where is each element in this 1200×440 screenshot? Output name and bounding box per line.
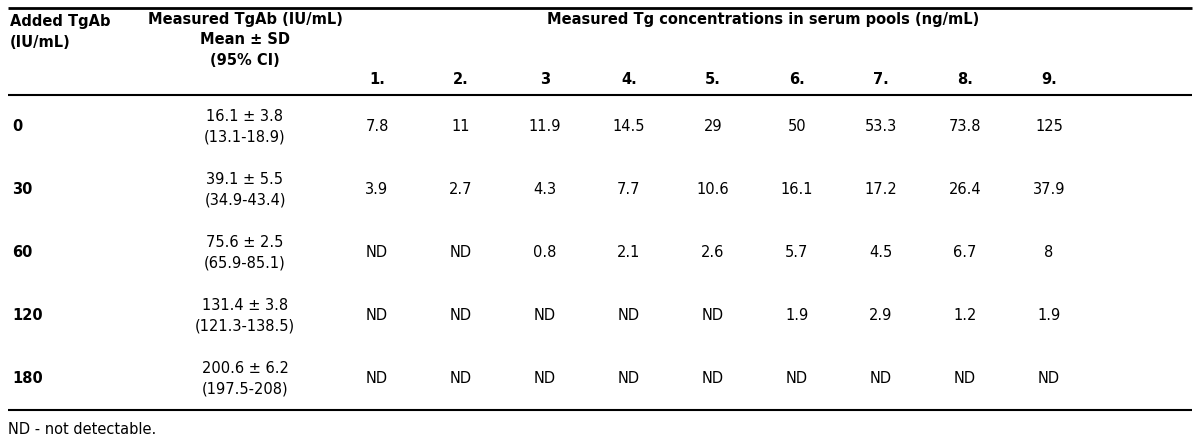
Text: ND: ND: [534, 371, 556, 386]
Text: 75.6 ± 2.5
(65.9-85.1): 75.6 ± 2.5 (65.9-85.1): [204, 235, 286, 270]
Text: 50: 50: [787, 119, 806, 134]
Text: ND: ND: [450, 245, 472, 260]
Text: 131.4 ± 3.8
(121.3-138.5): 131.4 ± 3.8 (121.3-138.5): [194, 298, 295, 333]
Text: 125: 125: [1036, 119, 1063, 134]
Text: ND: ND: [450, 308, 472, 323]
Text: ND - not detectable.: ND - not detectable.: [8, 422, 156, 437]
Text: ND: ND: [534, 308, 556, 323]
Text: 7.8: 7.8: [365, 119, 389, 134]
Text: 5.7: 5.7: [785, 245, 809, 260]
Text: 29: 29: [703, 119, 722, 134]
Text: ND: ND: [366, 371, 388, 386]
Text: ND: ND: [450, 371, 472, 386]
Text: 16.1 ± 3.8
(13.1-18.9): 16.1 ± 3.8 (13.1-18.9): [204, 109, 286, 144]
Text: 0.8: 0.8: [533, 245, 557, 260]
Text: 3.9: 3.9: [366, 182, 389, 197]
Text: 37.9: 37.9: [1033, 182, 1066, 197]
Text: ND: ND: [618, 308, 640, 323]
Text: 4.5: 4.5: [869, 245, 893, 260]
Text: 17.2: 17.2: [865, 182, 898, 197]
Text: 1.: 1.: [370, 71, 385, 87]
Text: 53.3: 53.3: [865, 119, 898, 134]
Text: 200.6 ± 6.2
(197.5-208): 200.6 ± 6.2 (197.5-208): [202, 361, 288, 396]
Text: 4.3: 4.3: [534, 182, 557, 197]
Text: 1.9: 1.9: [1037, 308, 1061, 323]
Text: 26.4: 26.4: [949, 182, 982, 197]
Text: 10.6: 10.6: [697, 182, 730, 197]
Text: Added TgAb
(IU/mL): Added TgAb (IU/mL): [10, 14, 110, 50]
Text: 2.7: 2.7: [449, 182, 473, 197]
Text: 11.9: 11.9: [529, 119, 562, 134]
Text: 60: 60: [12, 245, 32, 260]
Text: ND: ND: [702, 308, 724, 323]
Text: 1.2: 1.2: [953, 308, 977, 323]
Text: 2.: 2.: [454, 71, 469, 87]
Text: ND: ND: [702, 371, 724, 386]
Text: 8.: 8.: [958, 71, 973, 87]
Text: 3: 3: [540, 71, 550, 87]
Text: ND: ND: [786, 371, 808, 386]
Text: 73.8: 73.8: [949, 119, 982, 134]
Text: ND: ND: [870, 371, 892, 386]
Text: 5.: 5.: [706, 71, 721, 87]
Text: 8: 8: [1044, 245, 1054, 260]
Text: ND: ND: [366, 308, 388, 323]
Text: 4.: 4.: [622, 71, 637, 87]
Text: 180: 180: [12, 371, 43, 386]
Text: 11: 11: [451, 119, 470, 134]
Text: ND: ND: [1038, 371, 1060, 386]
Text: Measured TgAb (IU/mL)
Mean ± SD
(95% CI): Measured TgAb (IU/mL) Mean ± SD (95% CI): [148, 12, 342, 68]
Text: 1.9: 1.9: [785, 308, 809, 323]
Text: 6.: 6.: [790, 71, 805, 87]
Text: ND: ND: [366, 245, 388, 260]
Text: 39.1 ± 5.5
(34.9-43.4): 39.1 ± 5.5 (34.9-43.4): [204, 172, 286, 207]
Text: Measured Tg concentrations in serum pools (ng/mL): Measured Tg concentrations in serum pool…: [547, 12, 979, 27]
Text: 2.1: 2.1: [617, 245, 641, 260]
Text: 6.7: 6.7: [953, 245, 977, 260]
Text: 120: 120: [12, 308, 43, 323]
Text: 2.6: 2.6: [701, 245, 725, 260]
Text: 0: 0: [12, 119, 23, 134]
Text: ND: ND: [954, 371, 976, 386]
Text: 14.5: 14.5: [613, 119, 646, 134]
Text: 9.: 9.: [1042, 71, 1057, 87]
Text: 7.7: 7.7: [617, 182, 641, 197]
Text: 2.9: 2.9: [869, 308, 893, 323]
Text: ND: ND: [618, 371, 640, 386]
Text: 30: 30: [12, 182, 32, 197]
Text: 7.: 7.: [874, 71, 889, 87]
Text: 16.1: 16.1: [781, 182, 814, 197]
